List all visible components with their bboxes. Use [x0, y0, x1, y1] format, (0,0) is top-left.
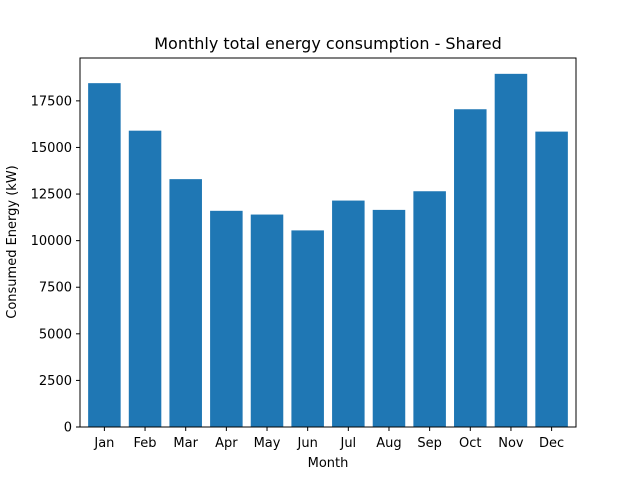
plot-frame	[79, 57, 577, 428]
x-tick-label: Aug	[376, 436, 401, 451]
x-tick-label: Jul	[339, 436, 356, 451]
x-tick-label: Feb	[134, 436, 157, 451]
y-tick-label: 10000	[31, 234, 72, 249]
y-tick-label: 5000	[39, 327, 72, 342]
y-tick-label: 15000	[31, 141, 72, 156]
bar-may	[250, 214, 284, 427]
y-axis-label: Consumed Energy (kW)	[5, 165, 20, 319]
bar-dec	[535, 131, 568, 428]
y-tick-label: 0	[64, 421, 72, 436]
x-tick-label: Nov	[498, 436, 524, 451]
bar-oct	[454, 109, 487, 427]
chart-title: Monthly total energy consumption - Share…	[154, 34, 502, 53]
bar-apr	[210, 210, 243, 427]
x-tick-label: Sep	[417, 436, 442, 451]
x-tick-label: Oct	[459, 436, 481, 451]
y-ticks-group: 0 2500 5000 7500 10000 12500 15000 17500	[31, 94, 80, 436]
y-tick-label: 17500	[31, 94, 72, 109]
y-tick-label: 7500	[39, 281, 72, 296]
x-tick-label: Dec	[539, 436, 564, 451]
x-tick-label: Apr	[215, 436, 238, 451]
bar-feb	[128, 130, 162, 427]
x-axis-label: Month	[308, 456, 349, 471]
x-ticks-group: Jan Feb Mar Apr May Jun Jul Aug Sep Oct Nov Dec	[93, 427, 564, 451]
bar-sep	[413, 191, 446, 427]
bars-group	[88, 73, 568, 428]
bar-aug	[372, 209, 406, 427]
x-tick-label: Mar	[173, 436, 198, 451]
x-tick-label: Jun	[297, 436, 318, 451]
bar-jun	[291, 230, 324, 427]
y-tick-label: 12500	[31, 188, 72, 203]
bar-nov	[494, 73, 528, 427]
x-tick-label: May	[254, 436, 281, 451]
y-tick-label: 2500	[39, 374, 72, 389]
bar-jan	[88, 83, 121, 427]
bar-jul	[332, 200, 365, 427]
x-tick-label: Jan	[93, 436, 114, 451]
bar-mar	[169, 179, 202, 427]
